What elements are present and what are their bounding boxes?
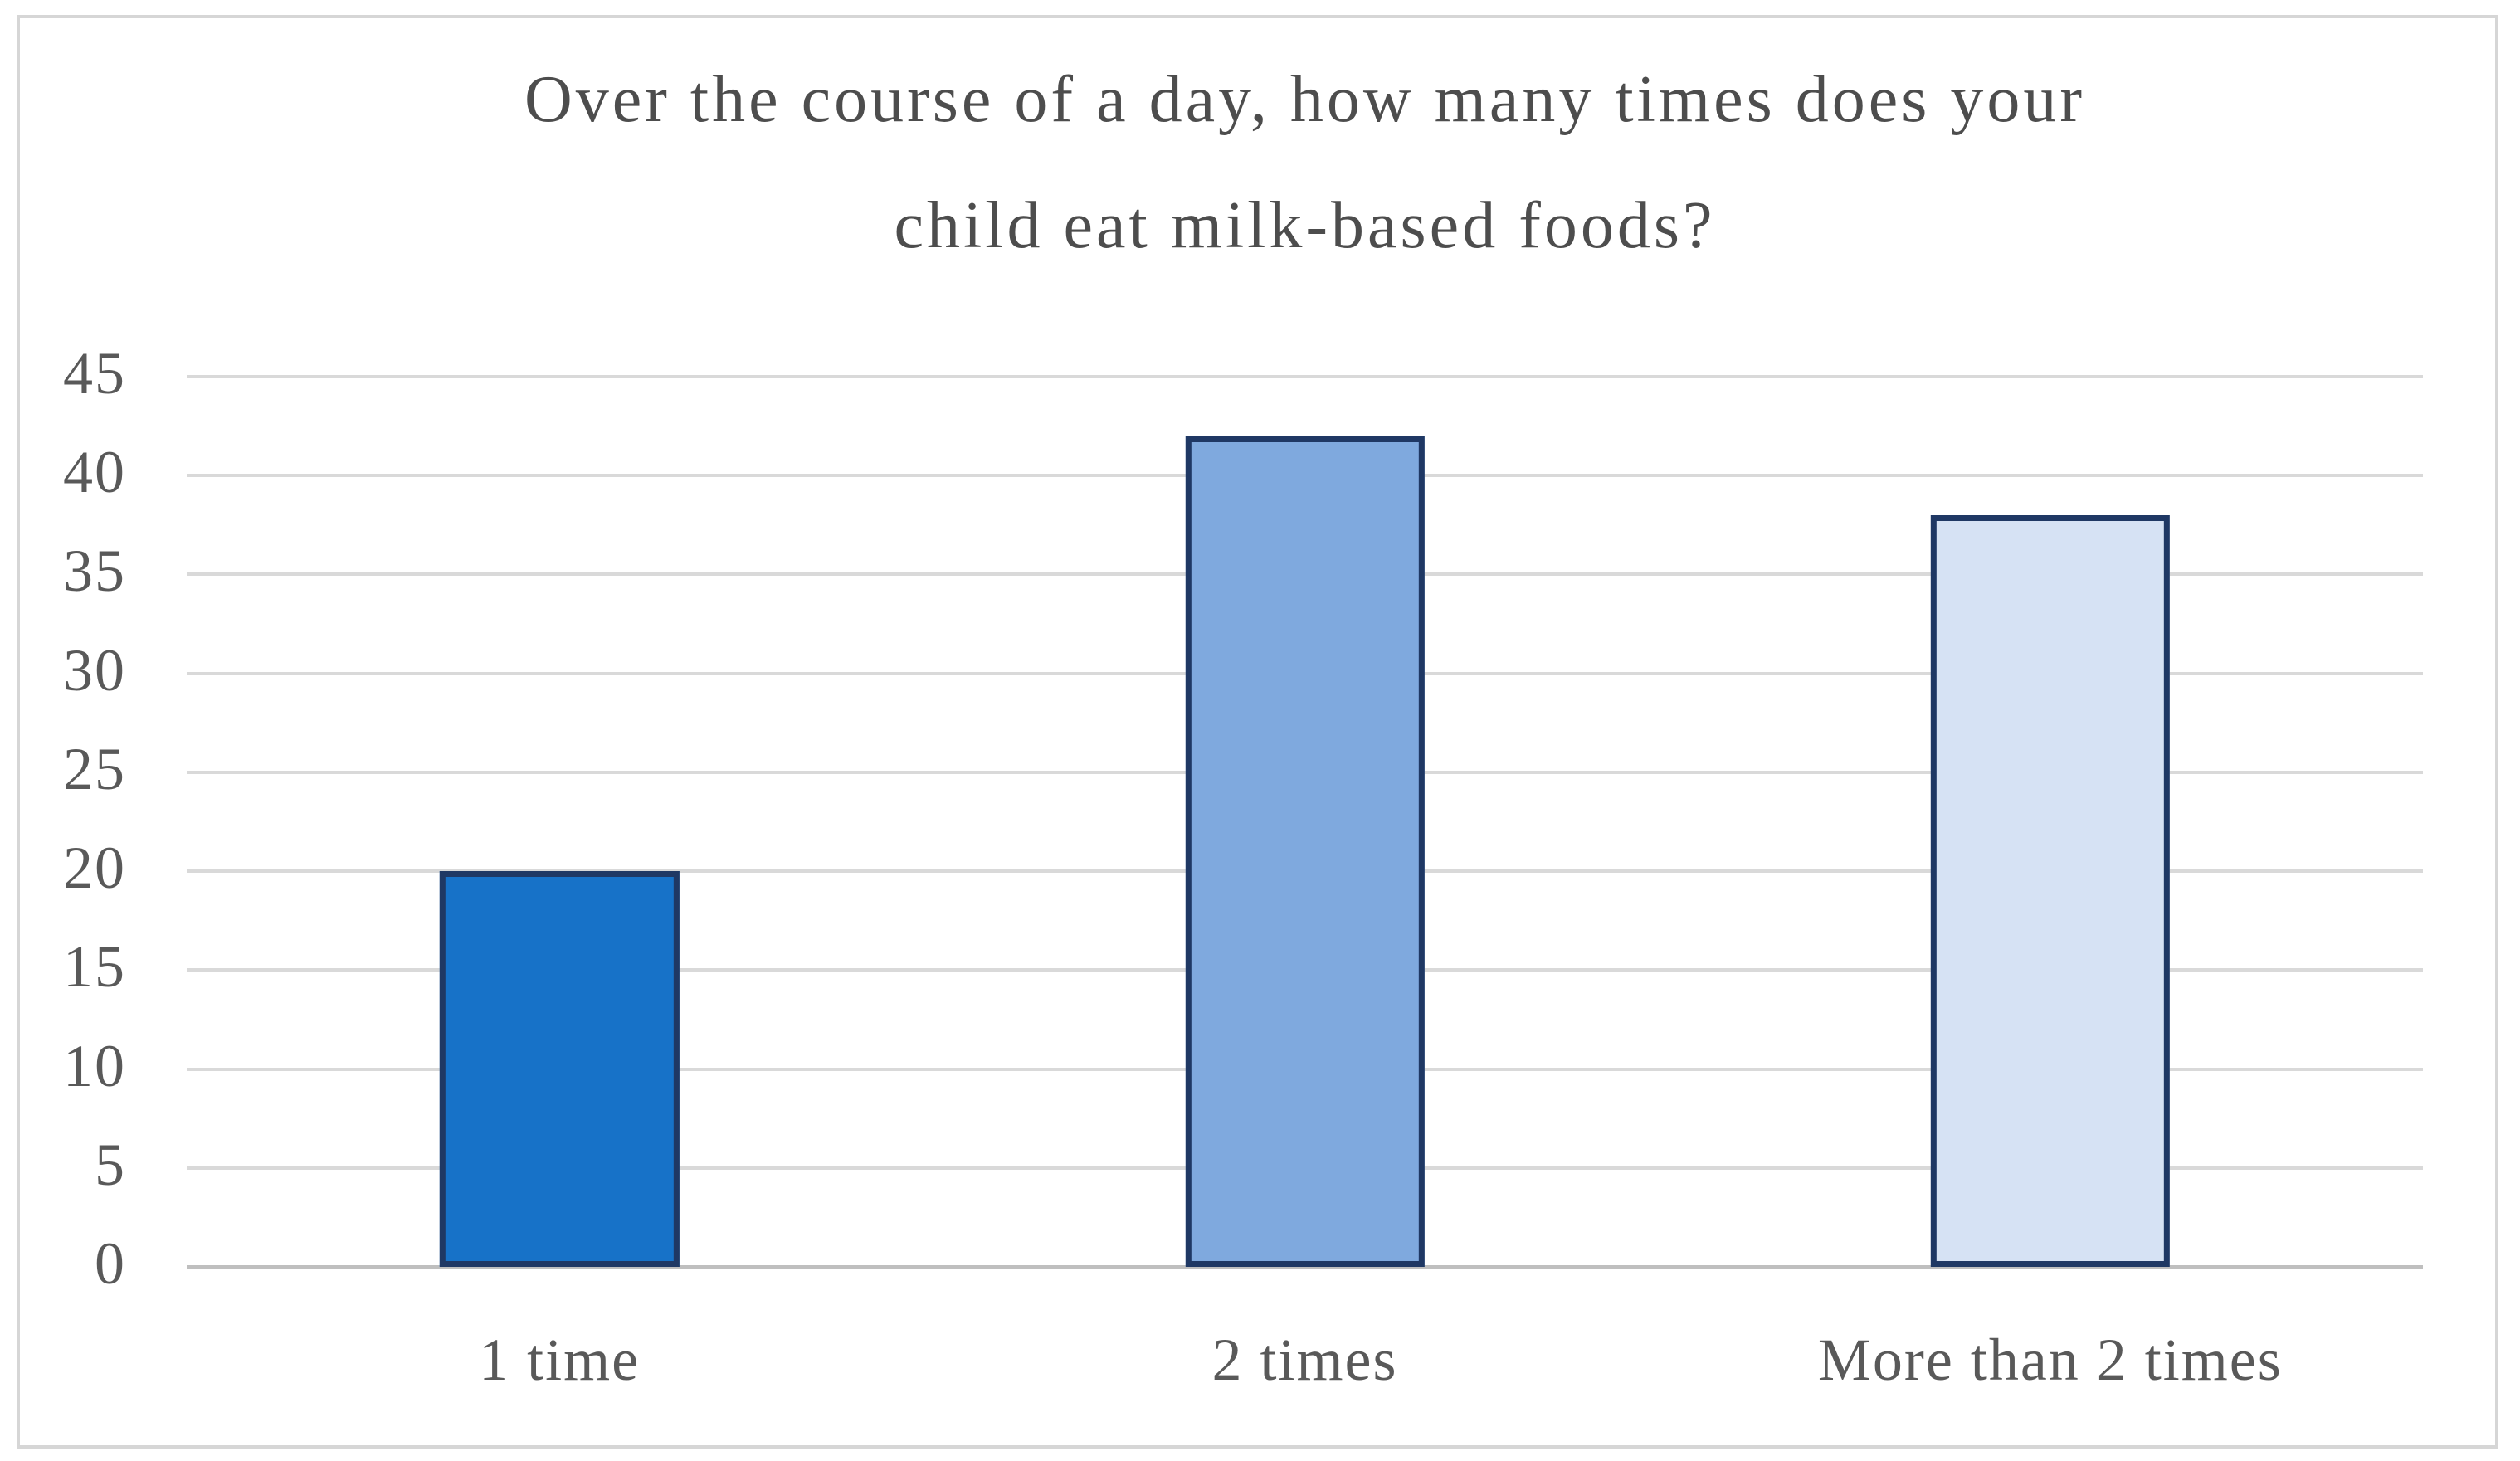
y-tick-label: 30: [63, 636, 126, 704]
y-tick-label: 5: [95, 1131, 126, 1198]
gridline: [187, 375, 2423, 378]
y-tick-label: 15: [63, 933, 126, 1001]
x-axis-line: [187, 1265, 2423, 1269]
x-category-label: 2 times: [1211, 1327, 1398, 1393]
chart-title-line-2: child eat milk-based foods?: [894, 189, 1716, 262]
y-tick-label: 35: [63, 538, 126, 605]
bar-2-times: [1185, 436, 1425, 1267]
plot-area: [187, 375, 2423, 1269]
chart-title: Over the course of a day, how many times…: [187, 37, 2423, 289]
y-tick-label: 45: [63, 340, 126, 407]
y-tick-label: 10: [63, 1032, 126, 1099]
x-axis-labels: 1 time 2 times More than 2 times: [187, 1326, 2423, 1417]
y-tick-label: 25: [63, 736, 126, 803]
y-tick-label: 40: [63, 439, 126, 506]
chart-title-line-1: Over the course of a day, how many times…: [524, 63, 2085, 136]
x-category-label: More than 2 times: [1817, 1327, 2283, 1393]
y-tick-label: 20: [63, 835, 126, 902]
bar-more-than-2-times: [1930, 514, 2171, 1267]
x-category-label: 1 time: [479, 1327, 641, 1393]
y-tick-label: 0: [95, 1230, 126, 1298]
bar-1-time: [439, 871, 680, 1267]
y-axis-labels: 45 40 35 30 25 20 15 10 5 0: [17, 340, 126, 1297]
